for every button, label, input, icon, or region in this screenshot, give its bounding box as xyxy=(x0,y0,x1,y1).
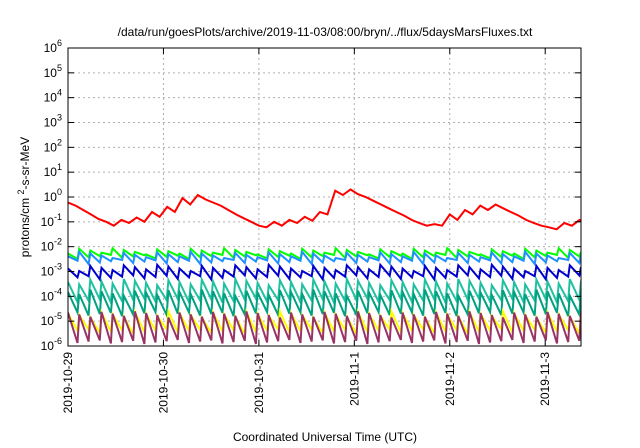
y-axis: 10-6 10-5 10-4 10-3 10-2 10-1 100 101 102 103 104 1… xyxy=(41,38,581,353)
chart-title: /data/run/goesPlots/archive/2019-11-03/0… xyxy=(118,25,533,39)
y-tick-label: 106 xyxy=(44,38,62,55)
y-axis-label-text: protons/cm xyxy=(18,198,32,257)
x-axis-label: Coordinated Universal Time (UTC) xyxy=(233,430,417,444)
y-tick-label: 10-3 xyxy=(41,262,62,279)
y-tick-label: 101 xyxy=(44,162,62,179)
y-tick-label: 10-6 xyxy=(41,336,62,353)
y-tick-label: 103 xyxy=(44,113,62,130)
series-line-8 xyxy=(68,311,581,345)
x-tick-label: 2019-10-29 xyxy=(61,352,75,414)
x-axis: 2019-10-29 2019-10-30 2019-10-31 2019-11-1 2… xyxy=(61,48,552,413)
x-tick-label: 2019-10-30 xyxy=(156,352,170,414)
y-tick-label: 10-2 xyxy=(41,237,62,254)
series-line-4 xyxy=(68,262,581,283)
y-tick-label: 104 xyxy=(44,88,62,105)
y-axis-label: protons/cm 2-s-sr-MeV xyxy=(16,137,32,257)
y-tick-label: 100 xyxy=(44,187,62,204)
y-tick-label: 10-1 xyxy=(41,212,62,229)
x-tick-label: 2019-10-31 xyxy=(252,352,266,414)
series-line-5 xyxy=(68,275,581,307)
x-tick-label: 2019-11-1 xyxy=(347,352,361,406)
series-line-3 xyxy=(68,249,581,267)
y-tick-label: 10-4 xyxy=(41,286,62,303)
series-line-6 xyxy=(68,288,581,320)
y-tick-label: 105 xyxy=(44,63,62,80)
y-tick-label: 102 xyxy=(44,137,62,154)
x-tick-label: 2019-11-3 xyxy=(538,352,552,406)
series-line-1 xyxy=(68,188,581,231)
y-tick-label: 10-5 xyxy=(41,311,62,328)
series-layer xyxy=(68,188,581,345)
x-tick-label: 2019-11-2 xyxy=(443,352,457,406)
